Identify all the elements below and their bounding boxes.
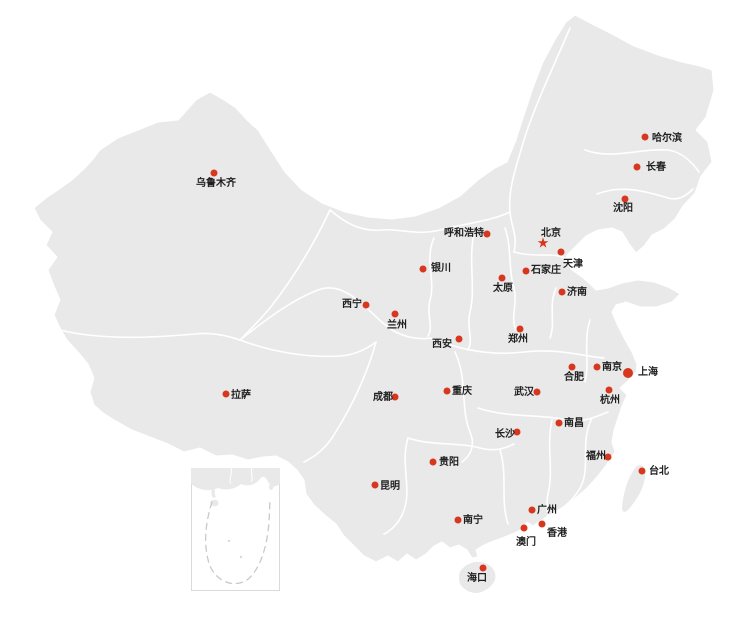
city-dot-haikou[interactable] xyxy=(479,564,487,572)
china-mainland xyxy=(33,14,715,563)
city-label-zhengzhou: 郑州 xyxy=(508,334,528,345)
city-dot-guiyang[interactable] xyxy=(429,458,437,466)
city-dot-chongqing[interactable] xyxy=(443,387,451,395)
city-dot-lanzhou[interactable] xyxy=(391,310,399,318)
city-label-guiyang: 贵阳 xyxy=(439,457,459,468)
city-label-tianjin: 天津 xyxy=(563,259,583,270)
city-label-jinan: 济南 xyxy=(567,287,587,298)
city-label-lanzhou: 兰州 xyxy=(387,320,407,331)
city-label-beijing: 北京 xyxy=(541,228,561,239)
inset-south-china-sea xyxy=(191,468,280,591)
city-dot-wulumuqi[interactable] xyxy=(210,169,218,177)
city-dot-hangzhou[interactable] xyxy=(605,386,613,394)
city-dot-haerbin[interactable] xyxy=(641,133,649,141)
city-dot-changsha[interactable] xyxy=(513,428,521,436)
city-dot-wuhan[interactable] xyxy=(533,388,541,396)
inset-mini-taiwan xyxy=(269,481,274,491)
city-label-aomen: 澳门 xyxy=(516,537,536,548)
city-label-nanjing: 南京 xyxy=(602,362,622,373)
province-borders xyxy=(59,27,700,535)
city-label-kunming: 昆明 xyxy=(380,481,400,492)
city-dot-taiyuan[interactable] xyxy=(498,274,506,282)
city-dot-nanning[interactable] xyxy=(454,516,462,524)
city-dot-zhengzhou[interactable] xyxy=(516,325,524,333)
capital-star-marker-beijing[interactable]: ★ xyxy=(536,234,550,251)
city-dot-hefei[interactable] xyxy=(568,363,576,371)
city-label-nanning: 南宁 xyxy=(463,515,483,526)
city-label-xian: 西安 xyxy=(432,339,452,350)
inset-mini-landmass xyxy=(191,468,280,491)
city-dot-aomen[interactable] xyxy=(520,524,528,532)
city-dot-shanghai[interactable] xyxy=(623,368,633,378)
city-label-taiyuan: 太原 xyxy=(493,283,513,294)
city-label-haikou: 海口 xyxy=(467,573,487,584)
city-dot-shijiazhuang[interactable] xyxy=(522,267,530,275)
city-dot-changchun[interactable] xyxy=(633,163,641,171)
inset-dashed-boundary xyxy=(204,499,271,585)
hainan-island xyxy=(459,561,496,593)
city-dot-guangzhou[interactable] xyxy=(528,506,536,514)
inset-mini-hainan xyxy=(210,499,219,507)
city-label-changchun: 长春 xyxy=(646,162,666,173)
city-dot-nanjing[interactable] xyxy=(593,363,601,371)
city-label-xining: 西宁 xyxy=(342,299,362,310)
city-label-huhehaote: 呼和浩特 xyxy=(444,228,484,239)
city-dot-xian[interactable] xyxy=(455,335,463,343)
city-label-chongqing: 重庆 xyxy=(452,386,472,397)
city-label-hefei: 合肥 xyxy=(564,372,584,383)
city-dot-xining[interactable] xyxy=(362,301,370,309)
city-label-fuzhou: 福州 xyxy=(586,451,606,462)
city-label-haerbin: 哈尔滨 xyxy=(652,133,682,144)
inset-mini-leizhou xyxy=(211,487,216,498)
city-dot-huhehaote[interactable] xyxy=(483,230,491,238)
city-label-wuhan: 武汉 xyxy=(514,387,534,398)
city-dot-jinan[interactable] xyxy=(558,288,566,296)
city-label-chengdu: 成都 xyxy=(373,392,393,403)
city-dot-lasa[interactable] xyxy=(222,390,230,398)
city-dot-fuzhou[interactable] xyxy=(604,453,612,461)
city-label-lasa: 拉萨 xyxy=(231,390,251,401)
city-label-yinchuan: 银川 xyxy=(431,263,451,274)
city-label-nanchang: 南昌 xyxy=(564,418,584,429)
city-dot-nanchang[interactable] xyxy=(555,419,563,427)
city-label-shanghai: 上海 xyxy=(638,367,658,378)
city-dot-xianggang[interactable] xyxy=(538,520,546,528)
city-dot-kunming[interactable] xyxy=(371,481,379,489)
city-label-changsha: 长沙 xyxy=(495,429,515,440)
city-dot-tianjin[interactable] xyxy=(557,248,565,256)
city-label-xianggang: 香港 xyxy=(547,528,567,539)
city-dot-yinchuan[interactable] xyxy=(419,265,427,273)
city-dot-taibei[interactable] xyxy=(638,467,646,475)
city-label-guangzhou: 广州 xyxy=(537,505,557,516)
city-label-shijiazhuang: 石家庄 xyxy=(531,265,561,276)
city-dot-chengdu[interactable] xyxy=(391,393,399,401)
city-label-shenyang: 沈阳 xyxy=(613,203,633,214)
city-label-hangzhou: 杭州 xyxy=(600,395,620,406)
city-label-wulumuqi: 乌鲁木齐 xyxy=(196,178,236,189)
city-label-taibei: 台北 xyxy=(649,466,669,477)
taiwan-island xyxy=(622,465,646,512)
city-dot-shenyang[interactable] xyxy=(621,195,629,203)
